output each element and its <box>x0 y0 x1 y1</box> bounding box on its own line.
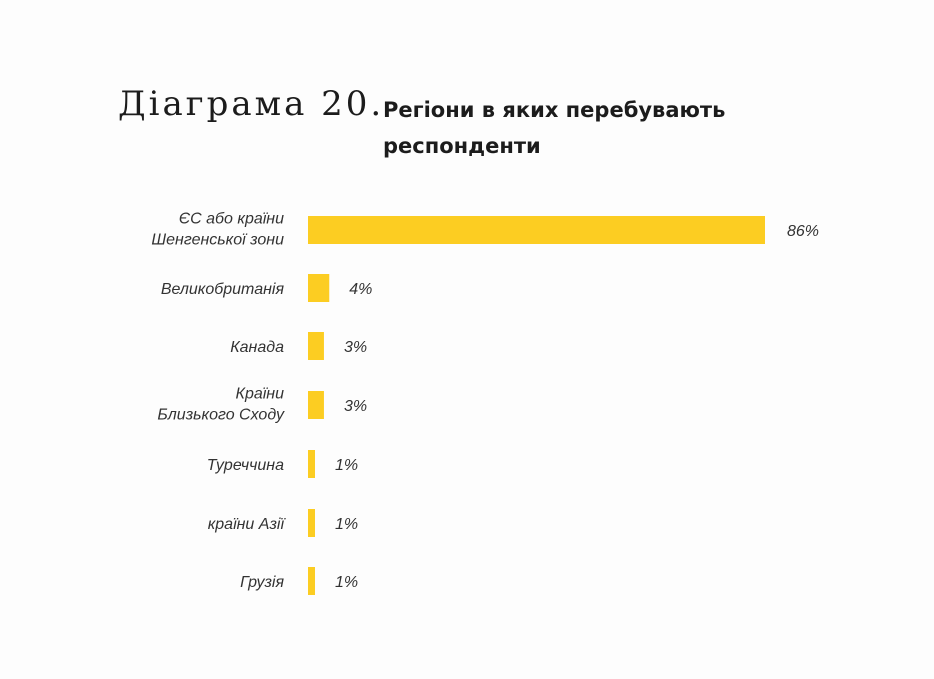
category-label-3: Країни Близького Сходу <box>157 386 285 424</box>
bar-3 <box>308 391 324 419</box>
category-label-0: ЄС або країни Шенгенської зони <box>151 211 284 249</box>
value-label-1: 4% <box>349 281 372 298</box>
bar-1 <box>308 274 330 302</box>
value-label-3: 3% <box>344 398 367 415</box>
chart-number-label: Діаграма 20. <box>118 84 385 124</box>
category-label-5: країни Азії <box>208 516 287 533</box>
bar-4 <box>308 450 315 478</box>
bar-6 <box>308 567 315 595</box>
value-label-5: 1% <box>335 516 358 533</box>
category-label-4: Туреччина <box>207 457 284 474</box>
category-label-1: Великобританія <box>161 281 285 298</box>
value-label-2: 3% <box>344 339 367 356</box>
chart-title: Регіони в яких перебувають респонденти <box>383 98 726 158</box>
bar-5 <box>308 509 315 537</box>
category-label-2: Канада <box>230 339 284 356</box>
value-label-4: 1% <box>335 457 358 474</box>
category-label-6: Грузія <box>240 574 284 591</box>
value-label-6: 1% <box>335 574 358 591</box>
bar-0 <box>308 216 765 244</box>
value-label-0: 86% <box>787 223 819 240</box>
bar-2 <box>308 332 324 360</box>
